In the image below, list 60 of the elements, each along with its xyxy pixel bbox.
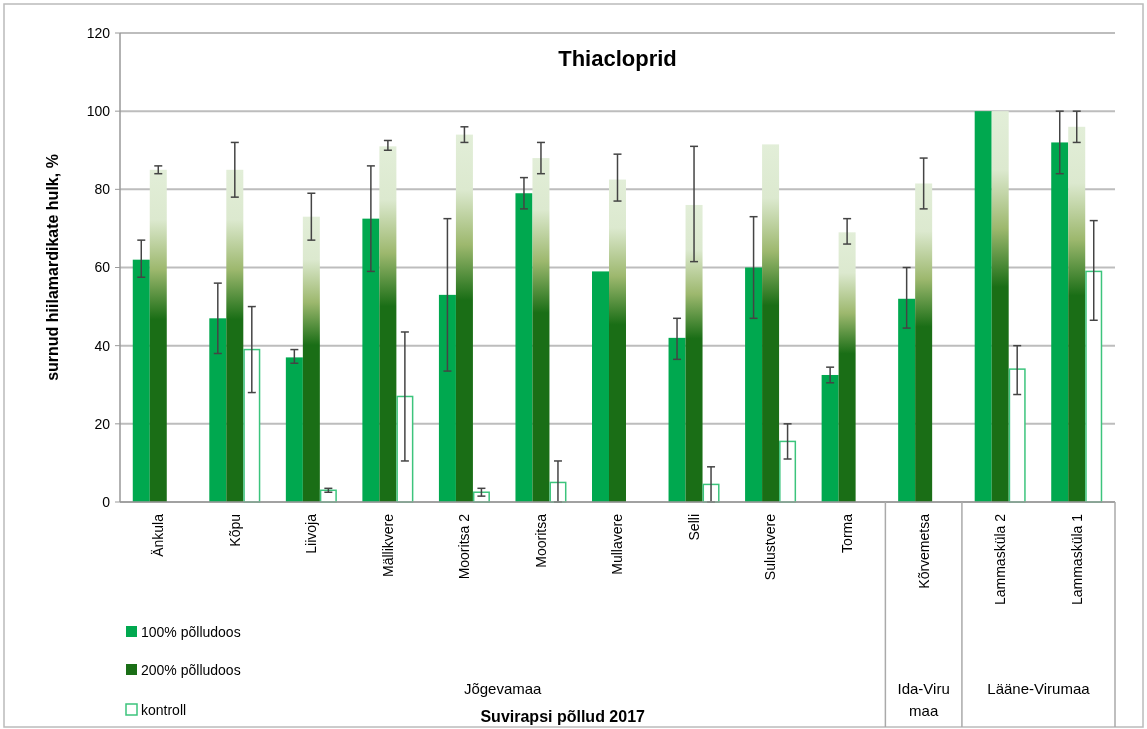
bar xyxy=(455,134,473,502)
x-tick-label: Kõpu xyxy=(226,514,243,547)
bar xyxy=(302,216,320,502)
bar xyxy=(226,169,244,502)
bar xyxy=(1068,126,1086,502)
bar xyxy=(685,204,703,502)
bar xyxy=(915,183,933,502)
y-tick-label: 20 xyxy=(94,415,111,432)
bar xyxy=(974,111,992,502)
bar xyxy=(668,337,686,502)
bar xyxy=(898,298,916,502)
bar xyxy=(1085,270,1103,503)
bar xyxy=(532,158,550,502)
text: Ida-Viru maa xyxy=(897,680,950,719)
y-tick-label: 0 xyxy=(102,493,111,510)
bar xyxy=(149,169,167,502)
bar xyxy=(132,259,150,502)
bar xyxy=(821,374,839,502)
x-tick-label: Kõrvemetsa xyxy=(915,513,932,589)
x-tick-label: Torma xyxy=(839,513,856,553)
legend-label: kontroll xyxy=(141,701,187,718)
text: Suvirapsi põllud 2017 xyxy=(480,708,646,725)
bar xyxy=(745,267,763,502)
y-tick-label: 40 xyxy=(94,337,111,354)
y-tick-label: 80 xyxy=(94,181,111,198)
bar xyxy=(243,348,261,503)
bar xyxy=(379,146,397,502)
y-axis-title: surnud hiilamardikate hulk, % xyxy=(44,154,61,381)
bar xyxy=(438,294,456,502)
x-tick-label: Selli xyxy=(685,514,702,541)
y-tick-label: 100 xyxy=(86,103,111,120)
text: Thiacloprid xyxy=(558,46,677,71)
bar xyxy=(362,218,380,502)
x-tick-label: Mällikvere xyxy=(379,513,396,578)
x-tick-label: Sulustvere xyxy=(762,513,779,581)
bar xyxy=(779,440,797,503)
bar xyxy=(396,395,414,503)
x-tick-label: Mooritsa xyxy=(532,513,549,568)
bar xyxy=(838,232,856,502)
legend-label: 200% põlludoos xyxy=(141,661,241,678)
bar xyxy=(515,193,533,502)
y-tick-label: 120 xyxy=(86,24,111,41)
bar xyxy=(991,111,1009,502)
y-tick-label: 60 xyxy=(94,259,111,276)
x-tick-label: Mooritsa 2 xyxy=(456,513,473,580)
x-tick-label: Lammasküla 2 xyxy=(992,513,1009,606)
text: Jõgevamaa xyxy=(463,680,543,697)
bar xyxy=(285,357,303,502)
x-tick-label: Mullavere xyxy=(609,513,626,575)
x-tick-label: Änkula xyxy=(150,513,167,557)
bar xyxy=(762,144,780,502)
legend-label: 100% põlludoos xyxy=(141,623,241,640)
bar xyxy=(592,271,609,502)
bar xyxy=(209,318,227,502)
x-tick-label: Lammasküla 1 xyxy=(1068,513,1085,606)
bar xyxy=(1051,142,1069,502)
bar xyxy=(609,179,626,502)
text: Lääne-Virumaa xyxy=(987,680,1091,697)
bar xyxy=(1008,368,1026,503)
x-tick-label: Liivoja xyxy=(303,513,320,554)
